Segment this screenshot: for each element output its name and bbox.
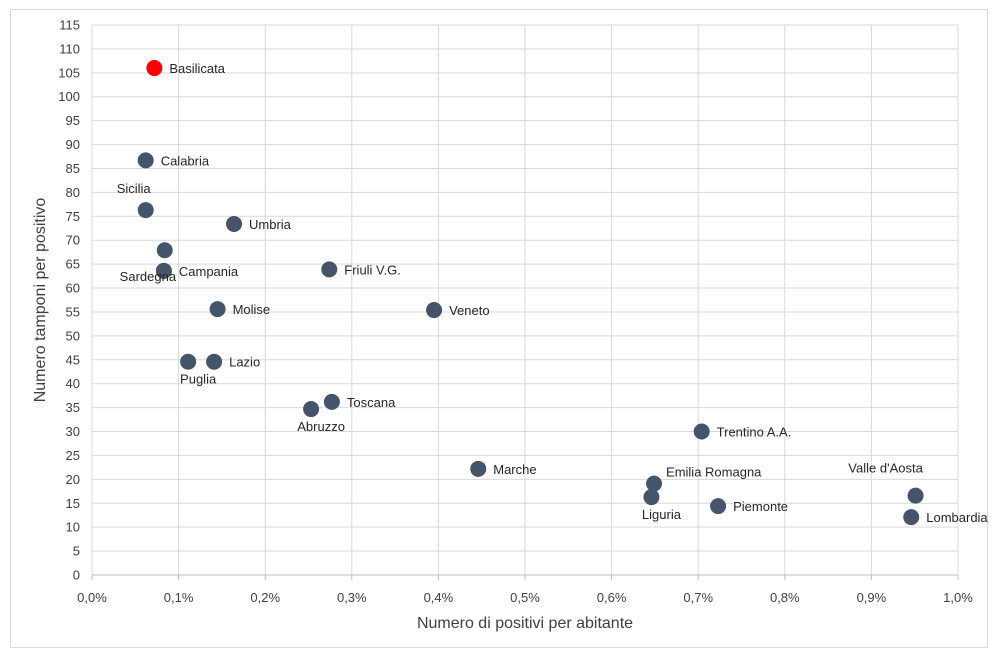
data-label: Umbria [249,217,292,232]
data-label: Marche [493,462,536,477]
x-tick-label: 1,0% [943,590,973,605]
data-point [323,393,340,410]
data-label: Sardegna [120,269,177,284]
y-tick-label: 30 [66,424,80,439]
data-point [226,215,243,232]
y-tick-label: 5 [73,544,80,559]
y-tick-label: 80 [66,185,80,200]
y-tick-label: 100 [58,89,80,104]
y-tick-label: 20 [66,472,80,487]
y-tick-label: 115 [59,18,80,33]
x-tick-label: 0,0% [77,590,107,605]
y-tick-label: 25 [66,448,80,463]
data-point [646,475,663,492]
y-tick-label: 45 [66,352,80,367]
data-label: Veneto [449,303,490,318]
x-tick-label: 0,9% [857,590,887,605]
data-point [470,460,487,477]
data-point [903,509,920,526]
x-tick-label: 0,1% [164,590,194,605]
data-label: Trentino A.A. [717,425,792,440]
x-tick-label: 0,8% [770,590,800,605]
data-point [907,487,924,504]
data-point [303,401,320,418]
y-tick-label: 40 [66,376,80,391]
data-label: Campania [179,264,239,279]
y-tick-label: 50 [66,328,80,343]
y-tick-label: 35 [66,400,80,415]
y-tick-label: 110 [59,41,80,56]
data-point [156,242,173,259]
y-tick-label: 85 [66,161,80,176]
data-label: Calabria [161,153,210,168]
data-label: Valle d'Aosta [848,461,923,476]
data-point [206,353,223,370]
data-label: Basilicata [169,61,225,76]
y-tick-label: 0 [73,568,80,583]
y-tick-label: 15 [66,496,80,511]
x-tick-label: 0,3% [337,590,367,605]
x-tick-label: 0,7% [683,590,713,605]
data-labels: Basilicata Calabria Sicilia CampaniaSardegn… [117,61,989,525]
x-tick-label: 0,4% [424,590,454,605]
data-label: Liguria [642,507,682,522]
x-tick-label: 0,5% [510,590,540,605]
data-point [321,261,338,278]
y-tick-label: 60 [66,281,80,296]
gridlines [91,24,959,576]
data-label: Sicilia [117,181,152,196]
data-point [209,301,226,318]
chart-area [10,9,988,648]
data-point [643,489,660,506]
data-point [155,262,172,279]
y-axis-title: Numero tamponi per positivo [32,198,49,403]
x-axis-title: Numero di positivi per abitante [417,615,633,632]
data-point [137,152,154,169]
data-label: Friuli V.G. [344,262,401,277]
y-tick-label: 10 [66,520,80,535]
axes: 0 5 10 15 20 25 30 35 40 45 50 55 60 65 70 75 80 85 90 95 10… [58,18,973,606]
data-point [710,498,727,515]
data-label: Emilia Romagna [666,465,762,480]
data-label: Abruzzo [297,419,345,434]
data-label: Toscana [347,395,396,410]
data-point [426,302,443,319]
data-label: Piemonte [733,499,788,514]
data-point [180,353,197,370]
data-label: Puglia [180,372,217,387]
y-tick-label: 55 [66,304,80,319]
y-tick-label: 90 [66,137,80,152]
y-tick-label: 65 [66,257,80,272]
data-point [137,202,154,219]
y-tick-label: 75 [66,209,80,224]
data-label: Lazio [229,355,260,370]
data-point [693,423,710,440]
data-point [146,60,163,77]
data-label: Lombardia [926,510,988,525]
data-points [137,60,924,526]
y-tick-label: 105 [58,65,80,80]
data-label: Molise [233,302,271,317]
x-tick-label: 0,6% [597,590,627,605]
y-tick-label: 70 [66,233,80,248]
x-tick-label: 0,2% [250,590,280,605]
y-tick-label: 95 [66,113,80,128]
